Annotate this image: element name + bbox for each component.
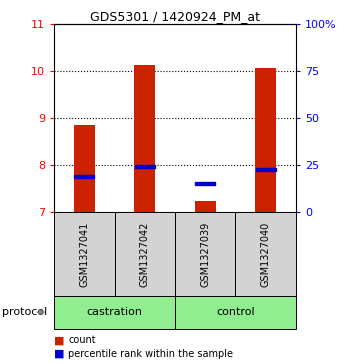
Text: GSM1327039: GSM1327039 — [200, 221, 210, 287]
Text: control: control — [216, 307, 255, 317]
Bar — [256, 168, 275, 171]
Bar — [75, 175, 94, 178]
Text: GDS5301 / 1420924_PM_at: GDS5301 / 1420924_PM_at — [90, 10, 260, 23]
Bar — [195, 182, 215, 184]
Text: count: count — [68, 335, 96, 346]
Bar — [134, 65, 155, 212]
Text: ■: ■ — [54, 335, 65, 346]
Text: castration: castration — [87, 307, 143, 317]
Text: protocol: protocol — [2, 307, 47, 317]
Text: GSM1327041: GSM1327041 — [79, 221, 90, 287]
Text: ■: ■ — [54, 349, 65, 359]
Bar — [74, 125, 95, 212]
Bar — [255, 68, 276, 212]
Text: percentile rank within the sample: percentile rank within the sample — [68, 349, 233, 359]
Bar — [195, 200, 216, 212]
Text: GSM1327040: GSM1327040 — [260, 221, 271, 287]
Bar — [135, 165, 155, 168]
Text: GSM1327042: GSM1327042 — [140, 221, 150, 287]
